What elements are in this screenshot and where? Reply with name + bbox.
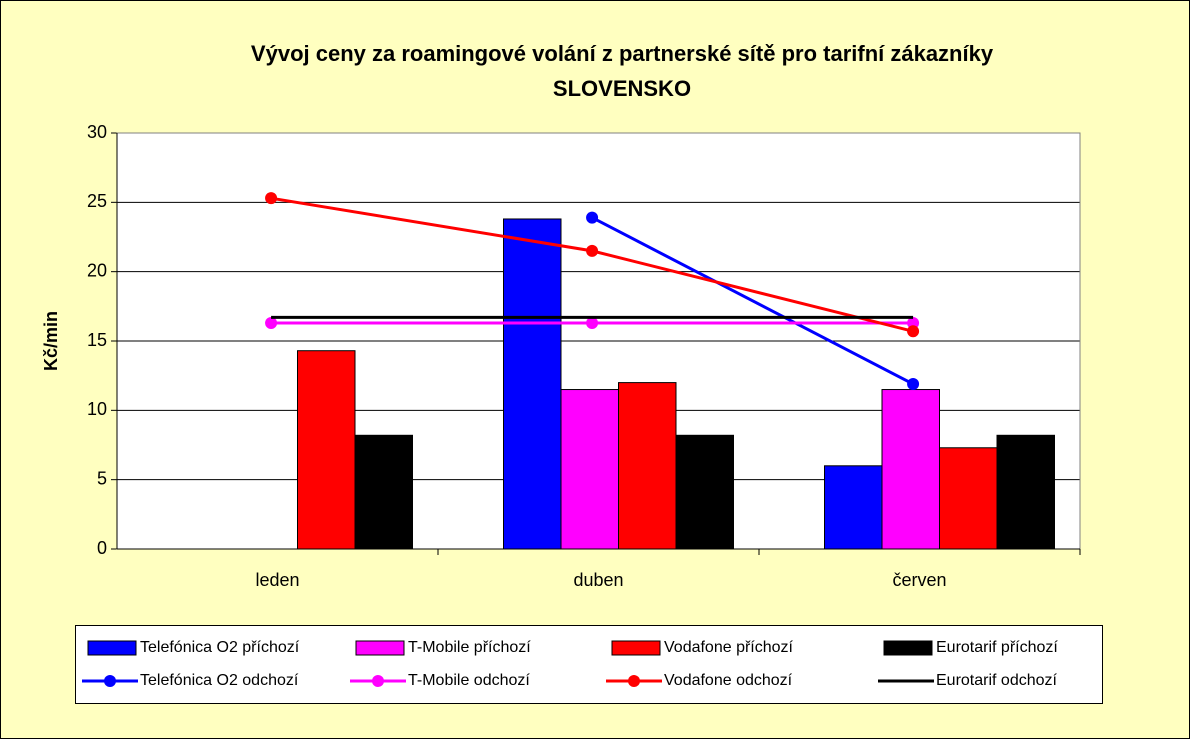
y-tick-label: 25 [87,191,107,211]
marker [586,211,599,224]
y-tick-label: 15 [87,330,107,350]
x-tick-label: leden [255,570,299,590]
y-tick-label: 10 [87,399,107,419]
chart-title: Vývoj ceny za roamingové volání z partne… [251,41,994,66]
bar [354,434,413,550]
y-axis-label: Kč/min [41,311,61,371]
legend-marker [104,675,116,687]
legend-marker [628,675,640,687]
x-tick-label: červen [892,570,946,590]
line [591,216,914,386]
y-tick-label: 5 [97,468,107,488]
marker [907,325,920,338]
bar [297,350,356,550]
marker [265,316,278,329]
marker [586,244,599,257]
legend-label: Telefónica O2 příchozí [140,639,300,656]
legend-swatch [355,640,405,656]
marker [907,316,920,329]
marker [265,192,278,205]
legend-label: T-Mobile příchozí [408,639,531,656]
bar [939,447,998,550]
legend-label: Telefónica O2 odchozí [140,672,299,689]
legend-swatch [87,640,137,656]
legend-label: Eurotarif příchozí [936,639,1058,656]
legend-swatch [611,640,661,656]
y-tick-label: 20 [87,260,107,280]
bar [824,465,883,550]
bar [996,434,1055,550]
legend [75,625,1103,704]
marker [907,377,920,390]
bar [560,389,619,550]
legend-swatch [883,640,933,656]
legend-label: T-Mobile odchozí [408,672,530,689]
legend-label: Vodafone odchozí [664,672,793,689]
marker [586,316,599,329]
bar [503,218,562,550]
bar [618,382,677,550]
y-tick-label: 30 [87,122,107,142]
legend-marker [372,675,384,687]
x-tick-label: duben [573,570,623,590]
bar [881,389,940,550]
y-tick-label: 0 [97,538,107,558]
legend-label: Vodafone příchozí [664,639,794,656]
bar [675,434,734,550]
chart-subtitle: SLOVENSKO [553,76,691,101]
legend-label: Eurotarif odchozí [936,672,1058,689]
